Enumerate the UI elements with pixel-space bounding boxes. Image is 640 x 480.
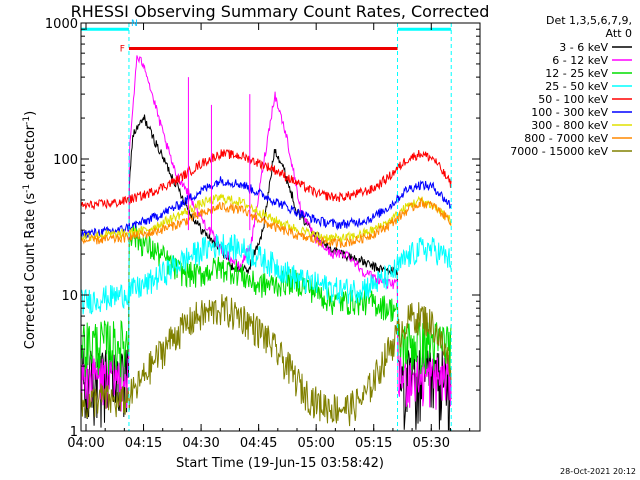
y-label-main: Corrected Count Rate (s: [23, 193, 38, 350]
y-tick-label: 1000: [45, 17, 78, 32]
series-line-5: [81, 176, 452, 239]
x-tick-label: 05:15: [355, 436, 392, 451]
y-axis: 1 10 100 1000: [45, 17, 480, 440]
y-label-end: ): [23, 111, 38, 116]
legend-label-0: 3 - 6 keV: [559, 41, 608, 54]
legend-label-7: 800 - 7000 keV: [524, 132, 608, 145]
series-2: [81, 224, 452, 378]
series-line-7: [81, 197, 452, 248]
series-7: [81, 197, 452, 248]
x-tick-label: 04:30: [182, 436, 219, 451]
y-axis-label: Corrected Count Rate (s-1 detector-1): [22, 111, 38, 349]
series-line-3: [81, 233, 452, 315]
x-tick-label: 05:00: [297, 436, 334, 451]
legend-label-5: 100 - 300 keV: [531, 106, 608, 119]
series-line-1: [81, 55, 452, 412]
series-line-6: [81, 193, 452, 243]
legend-label-8: 7000 - 15000 keV: [510, 145, 608, 158]
series-line-2: [81, 224, 452, 378]
series-line-4: [81, 148, 452, 211]
legend-header-att: Att 0: [606, 27, 632, 40]
series-4: [81, 148, 452, 211]
y-label-mid: detector: [23, 124, 38, 184]
chart-title: RHESSI Observing Summary Count Rates, Co…: [71, 2, 490, 21]
y-label-sup1: -1: [22, 184, 32, 193]
x-axis: 04:00 04:15 04:30 04:45 05:00 05:15 05:30: [67, 23, 471, 451]
x-tick-label: 05:30: [413, 436, 450, 451]
flare-flag-label: F: [120, 44, 125, 54]
legend-label-4: 50 - 100 keV: [538, 93, 608, 106]
night-flag-label: N: [131, 19, 138, 29]
legend-label-6: 300 - 800 keV: [531, 119, 608, 132]
y-tick-label: 1: [70, 425, 78, 440]
x-axis-label: Start Time (19-Jun-15 03:58:42): [176, 456, 384, 471]
series-6: [81, 193, 452, 243]
y-tick-label: 10: [61, 289, 78, 304]
series-3: [81, 233, 452, 315]
series-5: [81, 176, 452, 239]
legend-label-1: 6 - 12 keV: [552, 54, 608, 67]
y-label-sup2: -1: [22, 116, 32, 125]
series-0: [81, 114, 452, 431]
x-tick-label: 04:15: [125, 436, 162, 451]
legend-header: Det 1,3,5,6,7,9,: [546, 14, 632, 27]
series-line-8: [81, 294, 452, 427]
series-line-0: [81, 114, 452, 431]
x-tick-label: 04:45: [240, 436, 277, 451]
y-tick-label: 100: [53, 153, 78, 168]
timestamp: 28-Oct-2021 20:12: [560, 467, 636, 476]
series-8: [81, 294, 452, 427]
series-1: [81, 55, 452, 412]
plot-area: [81, 23, 452, 431]
legend-label-3: 25 - 50 keV: [545, 80, 608, 93]
legend-label-2: 12 - 25 keV: [545, 67, 608, 80]
x-tick-label: 04:00: [67, 436, 104, 451]
plot-frame: [80, 22, 481, 432]
